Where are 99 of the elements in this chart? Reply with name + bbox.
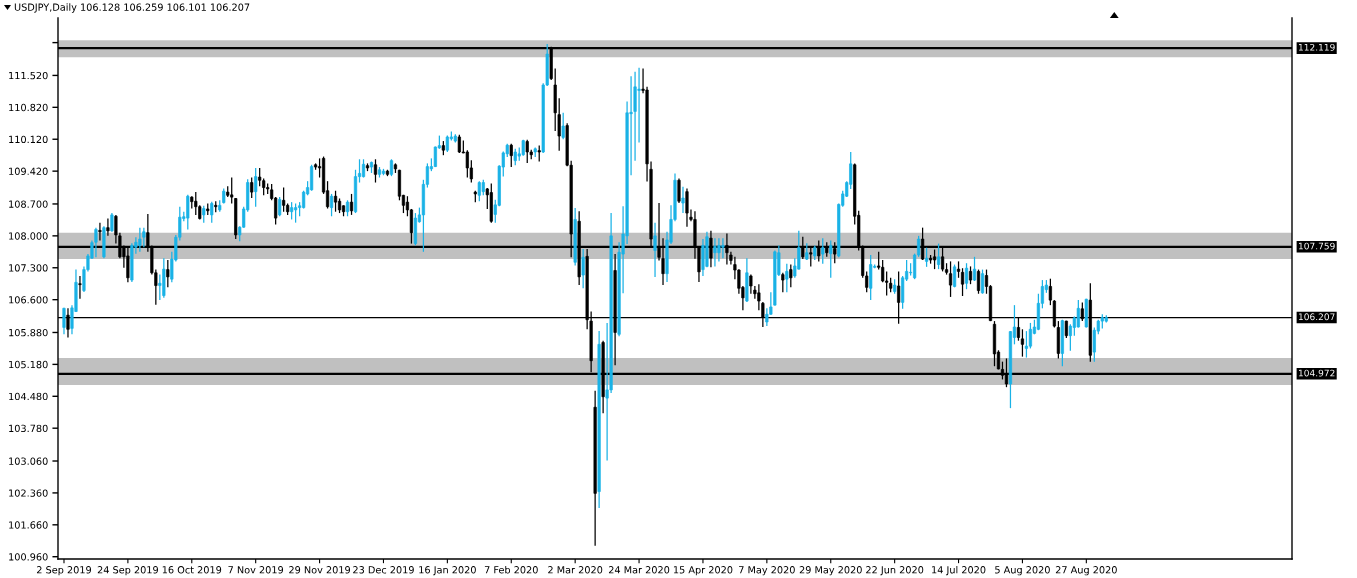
candlestick	[465, 149, 469, 179]
candlestick	[373, 158, 378, 184]
ref-line-label: 104.972	[1298, 369, 1335, 377]
candlestick	[142, 227, 146, 248]
x-tick-label: 2 Mar 2020	[548, 566, 603, 574]
candlestick	[1028, 322, 1033, 350]
candlestick	[310, 164, 314, 192]
candlestick	[637, 67, 641, 144]
y-tick-label: 103.060	[9, 457, 48, 465]
candlestick	[110, 212, 114, 233]
candlestick	[932, 248, 937, 270]
candlestick	[62, 307, 66, 335]
y-tick-label: 110.120	[9, 135, 48, 144]
candlestick	[194, 191, 198, 216]
x-tick-label: 27 Aug 2020	[1055, 566, 1117, 576]
y-tick-label: 110.820	[9, 103, 48, 112]
candlestick	[1076, 299, 1080, 329]
ref-line-label: 107.759	[1298, 242, 1335, 250]
candlestick	[525, 139, 529, 164]
y-tick-label: 102.360	[9, 489, 48, 497]
candlestick	[106, 217, 110, 237]
candlestick	[349, 193, 354, 216]
candlestick	[721, 237, 725, 259]
y-tick-label: 108.000	[9, 232, 48, 240]
candlestick	[94, 227, 98, 258]
candlestick	[829, 239, 833, 279]
candlestick	[936, 242, 941, 270]
x-tick-label: 22 Jun 2020	[866, 566, 924, 576]
candlestick	[785, 263, 789, 293]
x-tick-label: 29 Nov 2019	[289, 566, 351, 574]
x-tick-label: 7 Feb 2020	[484, 565, 538, 574]
candlestick	[457, 134, 461, 154]
candlestick	[713, 237, 717, 268]
candlestick	[329, 193, 334, 217]
candlestick	[581, 248, 585, 289]
y-tick-label: 104.480	[9, 392, 48, 401]
candlestick	[361, 158, 366, 179]
candlestick	[66, 307, 70, 339]
candlestick	[925, 247, 929, 268]
candlestick	[186, 194, 190, 231]
candlestick	[960, 267, 965, 297]
candlestick	[964, 262, 969, 290]
candlestick	[78, 275, 82, 300]
candlestick	[282, 186, 286, 213]
candlestick	[477, 180, 481, 202]
candlestick	[709, 230, 713, 268]
y-tick-label: 103.780	[9, 424, 48, 433]
candlestick	[976, 268, 981, 295]
candlestick	[210, 201, 214, 224]
y-tick-label: 108.700	[9, 200, 48, 208]
y-tick-label: 101.660	[9, 521, 48, 529]
candlestick	[781, 272, 785, 293]
candlestick	[980, 268, 985, 295]
chart-title: USDJPY,Daily 106.128 106.259 106.101 106.207	[14, 3, 250, 13]
candlestick	[254, 167, 258, 208]
candlestick	[972, 256, 977, 282]
candlestick	[230, 176, 234, 205]
candlestick	[681, 186, 685, 214]
candlestick	[333, 190, 338, 213]
x-tick-label: 2 Sep 2019	[36, 566, 92, 576]
candlestick	[509, 143, 513, 168]
candlestick	[653, 222, 657, 278]
x-tick-label: 24 Mar 2020	[608, 566, 670, 574]
y-tick-label: 105.880	[9, 328, 48, 337]
candlestick	[948, 260, 953, 298]
candlestick	[294, 202, 298, 224]
x-tick-label: 16 Jan 2020	[419, 566, 476, 576]
candlestick	[821, 237, 825, 265]
x-tick-label: 29 May 2020	[799, 566, 862, 576]
candlestick	[717, 237, 721, 263]
y-tick-label: 105.180	[9, 360, 48, 369]
x-tick-label: 5 Aug 2020	[995, 566, 1050, 576]
x-tick-label: 16 Oct 2019	[162, 566, 222, 574]
candlestick	[869, 254, 873, 301]
x-tick-label: 14 Jul 2020	[932, 565, 986, 576]
y-tick-label: 100.960	[9, 553, 48, 561]
candlestick	[885, 270, 889, 297]
x-tick-label: 24 Sep 2019	[97, 566, 159, 576]
x-tick-label: 15 Apr 2020	[673, 566, 733, 576]
candlestick	[789, 263, 793, 288]
candlestick	[1020, 328, 1025, 358]
candlestick	[138, 227, 142, 253]
ref-line-label: 112.119	[1298, 43, 1335, 51]
y-tick-label: 111.520	[9, 71, 48, 80]
candlestick	[1080, 301, 1084, 322]
y-tick-label: 107.300	[9, 264, 48, 272]
candlestick	[1024, 330, 1029, 359]
x-tick-label: 23 Dec 2019	[353, 566, 414, 574]
x-tick-label: 7 Nov 2019	[228, 566, 284, 574]
candlestick	[98, 222, 102, 242]
candlestick	[677, 177, 681, 204]
candlestick	[685, 187, 689, 228]
candlestick	[166, 259, 170, 288]
candlestick	[250, 176, 254, 199]
y-tick-label: 109.420	[9, 167, 48, 175]
x-tick-label: 7 May 2020	[739, 566, 795, 576]
candlestick	[561, 112, 565, 140]
ref-line-label: 106.207	[1298, 313, 1335, 321]
y-tick-label: 106.600	[9, 296, 48, 304]
